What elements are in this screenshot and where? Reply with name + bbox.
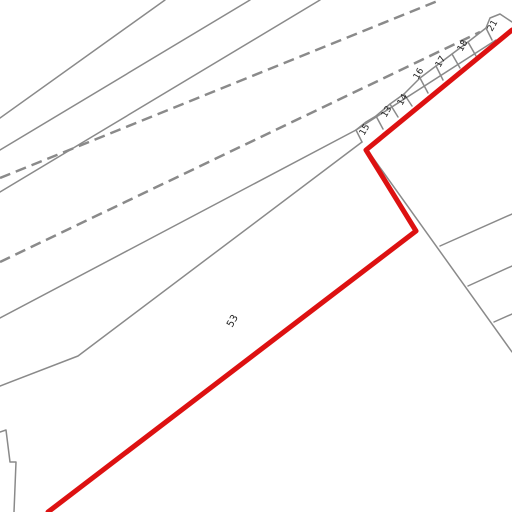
plot-label: 21 <box>486 19 500 34</box>
road-edge-dashed <box>0 0 441 180</box>
plot-strip <box>355 13 512 143</box>
plot-divider <box>375 115 384 130</box>
plot-divider <box>403 93 413 107</box>
parcel-line <box>0 0 321 193</box>
property-boundary[interactable] <box>45 27 512 512</box>
middle-parcel-lines <box>0 39 497 387</box>
plot-divider <box>419 77 429 94</box>
parcel-line <box>355 39 497 131</box>
plot-label: 17 <box>434 55 448 70</box>
parcel-line <box>0 129 357 319</box>
plot-divider <box>389 103 399 118</box>
plot-labels: 15 13 14 16 17 18 21 <box>358 19 500 138</box>
lower-left-parcel-lines <box>0 429 17 512</box>
parcel-line <box>365 147 512 353</box>
road-dashed-lines <box>0 0 481 264</box>
parcel-line <box>0 429 17 512</box>
plot-divider <box>435 65 444 81</box>
plot-divider <box>485 27 493 41</box>
plot-divider <box>467 41 477 57</box>
plot-label: 18 <box>456 38 471 53</box>
plot-label: 14 <box>396 92 411 107</box>
parcel-line <box>467 265 512 287</box>
upper-parcel-lines <box>0 0 321 193</box>
parcel-line <box>439 213 512 247</box>
right-parcel-lines <box>365 147 512 353</box>
plot-divider <box>451 53 461 69</box>
road-edge-dashed <box>0 30 481 264</box>
plot-label: 15 <box>358 123 372 138</box>
main-parcel-label: 53 <box>225 313 241 330</box>
parcel-line <box>0 0 166 119</box>
parcel-line <box>0 141 363 387</box>
plot-label: 13 <box>380 105 394 120</box>
parcel-line <box>493 313 512 323</box>
plot-label: 16 <box>412 66 427 81</box>
parcel-line <box>0 0 251 151</box>
